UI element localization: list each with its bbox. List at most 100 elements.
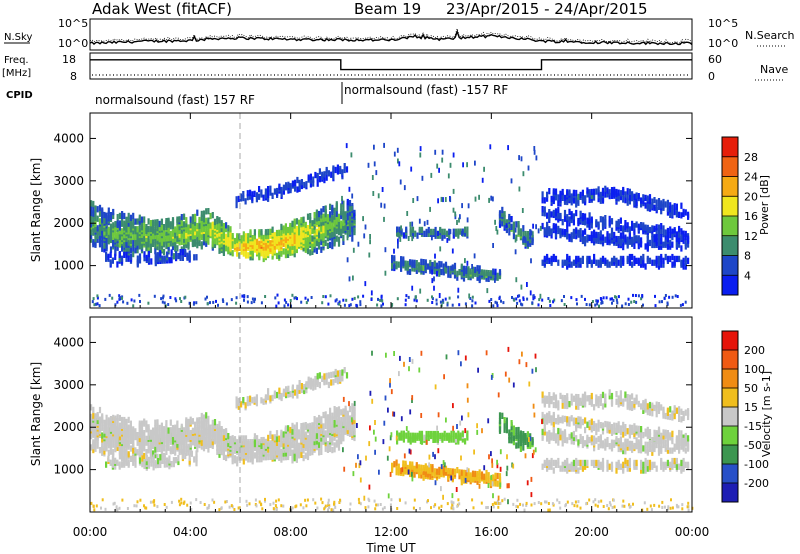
- scatter-cell: [348, 276, 351, 282]
- echo-cell: [660, 228, 663, 235]
- clutter-cell: [206, 295, 208, 299]
- echo-cell: [626, 199, 629, 206]
- echo-cell: [531, 235, 534, 242]
- echo-cell: [498, 476, 502, 484]
- echo-cell: [660, 200, 663, 207]
- echo-cell: [207, 421, 210, 428]
- echo-cell: [236, 442, 239, 450]
- echo-cell: [531, 231, 534, 238]
- echo-cell: [149, 441, 152, 448]
- echo-cell: [351, 210, 354, 217]
- echo-cell: [107, 232, 110, 239]
- echo-cell: [610, 398, 614, 405]
- echo-cell: [653, 435, 656, 442]
- echo-cell: [165, 444, 168, 452]
- echo-cell: [684, 233, 687, 241]
- clutter-cell: [654, 304, 657, 308]
- echo-cell: [116, 423, 119, 431]
- clutter-cell: [490, 298, 493, 301]
- echo-cell: [163, 441, 166, 448]
- echo-cell: [231, 450, 234, 457]
- echo-cell: [149, 223, 152, 231]
- echo-cell: [313, 431, 316, 438]
- echo-cell: [287, 251, 290, 258]
- echo-cell: [174, 245, 177, 252]
- clutter-cell: [624, 302, 627, 306]
- echo-cell: [136, 259, 139, 266]
- echo-cell: [581, 393, 584, 400]
- scatter-cell: [514, 237, 517, 243]
- clutter-cell: [310, 296, 313, 299]
- echo-cell: [588, 398, 591, 406]
- power-ylabel: Slant Range [km]: [29, 158, 43, 262]
- scatter-cell: [440, 196, 443, 202]
- echo-cell: [118, 220, 121, 227]
- echo-cell: [570, 199, 573, 206]
- echo-cell: [238, 435, 241, 442]
- echo-cell: [451, 468, 454, 475]
- echo-cell: [613, 255, 616, 263]
- echo-cell: [631, 236, 634, 244]
- echo-cell: [294, 185, 297, 192]
- echo-cell: [282, 431, 285, 438]
- echo-cell: [498, 217, 502, 225]
- echo-cell: [180, 219, 183, 226]
- echo-cell: [284, 450, 287, 457]
- scatter-cell: [393, 248, 395, 254]
- echo-cell: [478, 469, 481, 476]
- scatter-cell: [489, 144, 492, 150]
- echo-cell: [559, 416, 562, 424]
- echo-cell: [512, 232, 515, 240]
- clutter-cell: [285, 300, 288, 304]
- echo-cell: [167, 438, 170, 446]
- echo-cell: [118, 241, 121, 248]
- echo-cell: [278, 252, 281, 259]
- echo-cell: [460, 475, 463, 482]
- echo-cell: [138, 457, 142, 464]
- echo-cell: [109, 416, 113, 423]
- echo-cell: [577, 255, 580, 263]
- echo-cell: [443, 232, 446, 239]
- echo-cell: [601, 234, 605, 241]
- echo-cell: [601, 255, 605, 263]
- echo-cell: [107, 449, 110, 456]
- scatter-cell: [345, 220, 348, 226]
- scatter-cell: [380, 202, 383, 208]
- echo-cell: [180, 238, 183, 246]
- echo-cell: [604, 215, 607, 222]
- echo-cell: [264, 188, 267, 195]
- echo-cell: [205, 416, 208, 423]
- echo-cell: [251, 442, 254, 450]
- echo-cell: [311, 227, 314, 235]
- echo-cell: [653, 429, 656, 436]
- clutter-cell: [91, 300, 94, 304]
- echo-cell: [343, 367, 346, 374]
- echo-cell: [397, 261, 400, 268]
- echo-cell: [167, 244, 170, 251]
- echo-cell: [181, 248, 184, 256]
- echo-cell: [452, 436, 455, 443]
- echo-cell: [651, 259, 654, 266]
- echo-cell: [673, 259, 676, 266]
- echo-cell: [348, 428, 352, 436]
- echo-cell: [321, 375, 324, 382]
- clutter-cell: [446, 301, 449, 305]
- echo-cell: [325, 166, 328, 174]
- echo-cell: [249, 229, 252, 236]
- echo-cell: [304, 240, 307, 248]
- echo-cell: [178, 427, 181, 435]
- echo-cell: [207, 217, 210, 224]
- echo-cell: [324, 209, 327, 216]
- echo-cell: [448, 228, 451, 235]
- echo-cell: [642, 198, 645, 205]
- echo-cell: [606, 236, 609, 244]
- echo-cell: [393, 461, 396, 468]
- echo-cell: [329, 413, 332, 420]
- echo-cell: [469, 268, 472, 275]
- clutter-cell: [217, 303, 219, 307]
- echo-cell: [669, 239, 672, 246]
- echo-cell: [311, 445, 314, 452]
- echo-cell: [666, 407, 669, 414]
- echo-cell: [633, 199, 636, 206]
